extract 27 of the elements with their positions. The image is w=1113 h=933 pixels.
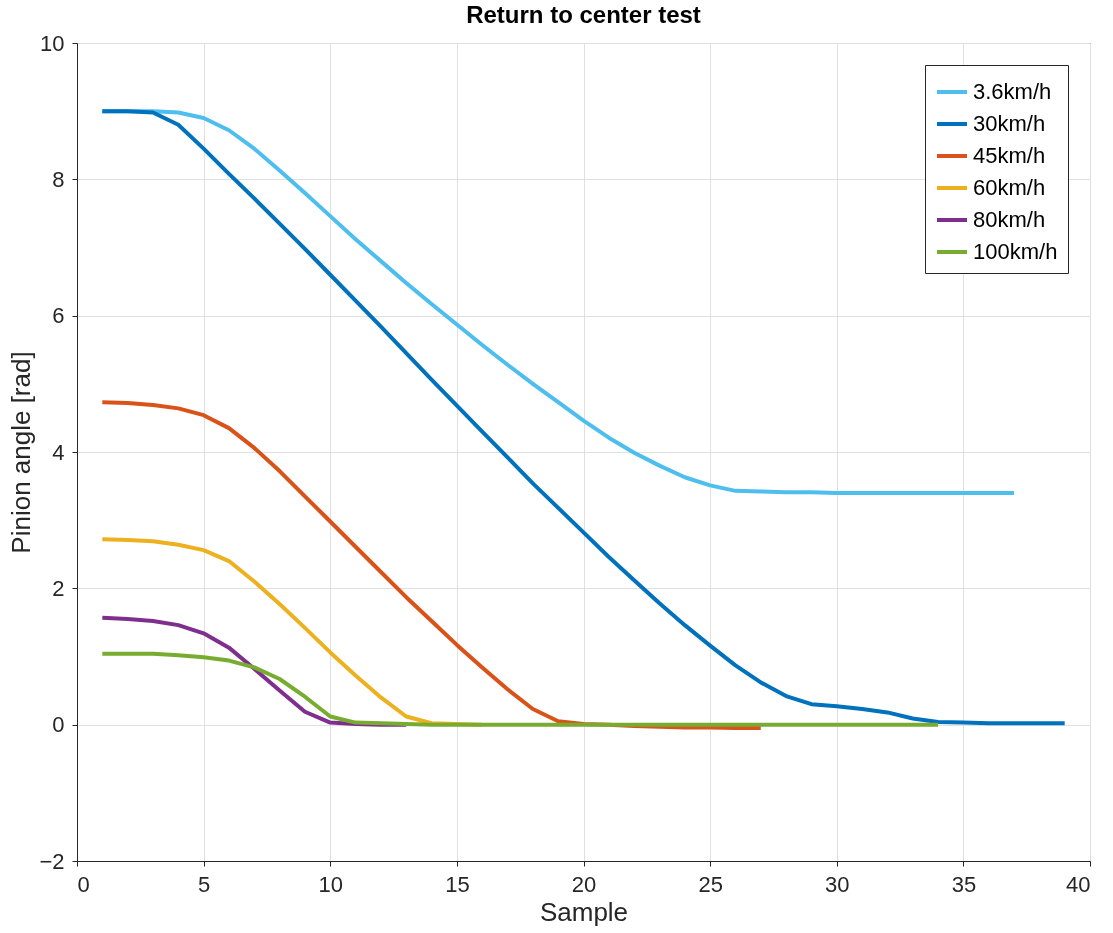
- x-tick-label: 25: [698, 871, 723, 897]
- x-axis-title: Sample: [539, 896, 629, 927]
- legend-label: 3.6km/h: [973, 79, 1052, 104]
- y-tick-label: 8: [52, 166, 65, 192]
- y-tick-label: 4: [52, 439, 65, 465]
- x-tick-label: 40: [1066, 871, 1091, 897]
- x-tick-label: 20: [571, 871, 597, 897]
- x-tick-label: 15: [445, 871, 470, 897]
- x-tick-label: 10: [318, 871, 343, 897]
- x-tick-label: 0: [77, 871, 90, 897]
- y-tick-label: 6: [52, 303, 65, 329]
- y-tick-label: 2: [52, 575, 65, 601]
- y-axis-title: Pinion angle [rad]: [6, 351, 37, 554]
- line-series: [100, 651, 941, 727]
- line-series: [100, 109, 1067, 726]
- x-tick-label: 5: [198, 871, 211, 897]
- chart-title: Return to center test: [466, 1, 701, 28]
- y-tick-label: −2: [39, 848, 65, 874]
- y-tick-label: 10: [40, 30, 65, 56]
- legend-label: 30km/h: [973, 111, 1046, 136]
- legend-label: 100km/h: [973, 239, 1058, 264]
- x-tick-label: 30: [825, 871, 850, 897]
- x-tick-label: 35: [951, 871, 977, 897]
- legend-label: 80km/h: [973, 207, 1046, 232]
- y-tick-label: 0: [52, 712, 65, 738]
- legend-label: 60km/h: [973, 175, 1046, 200]
- legend-label: 45km/h: [973, 143, 1046, 168]
